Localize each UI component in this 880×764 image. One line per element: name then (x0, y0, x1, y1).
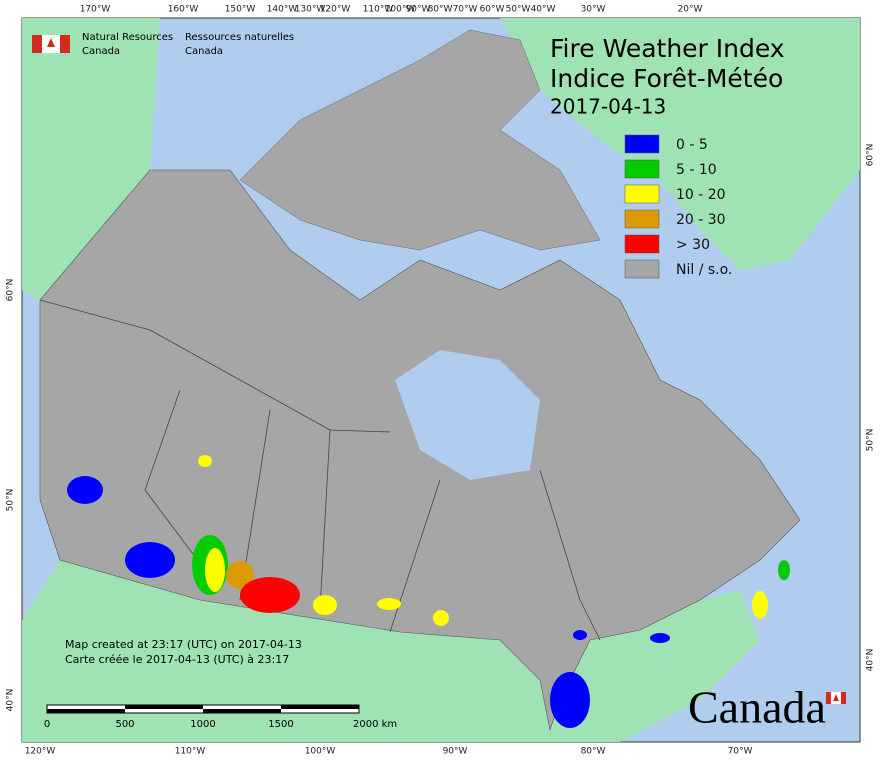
scale-label: 1500 (268, 719, 293, 730)
fwi-area (240, 577, 300, 613)
longitude-label: 110°W (175, 747, 206, 757)
longitude-label: 150°W (225, 5, 256, 15)
agency-fr: Canada (185, 46, 223, 57)
latitude-label: 50°N (866, 429, 876, 452)
greenland (500, 18, 860, 270)
longitude-label: 90°W (443, 747, 468, 757)
fwi-area (226, 561, 254, 589)
legend-swatch (624, 234, 660, 254)
fwi-area (198, 455, 212, 467)
longitude-label: 70°W (453, 5, 478, 15)
legend-swatch (624, 184, 660, 204)
fwi-area (313, 595, 337, 615)
title-fr: Indice Forêt-Météo (550, 64, 783, 93)
longitude-label: 70°W (728, 747, 753, 757)
latitude-label: 60°N (866, 144, 876, 167)
legend-swatch (624, 159, 660, 179)
legend-label: > 30 (676, 237, 710, 253)
title-en: Fire Weather Index (550, 34, 785, 63)
longitude-label: 120°W (320, 5, 351, 15)
hudson-bay (395, 350, 540, 480)
latitude-label: 40°N (6, 689, 16, 712)
scale-label: 2000 km (353, 719, 397, 730)
agency-fr: Ressources naturelles (185, 32, 294, 43)
canada-wordmark: Canada (688, 682, 826, 733)
legend-label: 20 - 30 (676, 212, 726, 228)
longitude-label: 20°W (678, 5, 703, 15)
map-date: 2017-04-13 (550, 95, 666, 119)
longitude-label: 100°W (305, 747, 336, 757)
longitude-label: 40°W (531, 5, 556, 15)
legend-label: Nil / s.o. (676, 262, 732, 278)
longitude-label: 110°W (363, 5, 394, 15)
nrcan-flag (32, 35, 70, 53)
scale-bar (46, 704, 360, 714)
longitude-label: 170°W (80, 5, 111, 15)
arctic-islands (239, 29, 601, 251)
longitude-label: 100°W (385, 5, 416, 15)
longitude-label: 130°W (295, 5, 326, 15)
longitude-label: 140°W (267, 5, 298, 15)
legend-swatch (624, 259, 660, 279)
legend-swatch (624, 209, 660, 229)
fwi-area (205, 548, 225, 592)
longitude-label: 50°W (506, 5, 531, 15)
created-note: Map created at 23:17 (UTC) on 2017-04-13 (65, 638, 302, 651)
legend-label: 0 - 5 (676, 137, 708, 153)
latitude-label: 50°N (6, 489, 16, 512)
scale-label: 500 (115, 719, 134, 730)
longitude-label: 160°W (168, 5, 199, 15)
legend-label: 10 - 20 (676, 187, 726, 203)
agency-en: Natural Resources (82, 32, 173, 43)
longitude-label: 60°W (480, 5, 505, 15)
longitude-label: 120°W (25, 747, 56, 757)
fwi-area (125, 542, 175, 578)
fwi-area (778, 560, 790, 580)
alaska (22, 18, 160, 300)
fwi-area (377, 598, 401, 610)
borders (39, 299, 601, 641)
latitude-label: 40°N (866, 649, 876, 672)
legend-label: 5 - 10 (676, 162, 717, 178)
fwi-area (752, 591, 768, 619)
fwi-areas (67, 455, 790, 728)
fwi-area (433, 610, 449, 626)
longitude-label: 80°W (581, 747, 606, 757)
fwi-area (550, 672, 590, 728)
legend-swatch (624, 134, 660, 154)
canada-flag (826, 691, 846, 705)
fwi-area (67, 476, 103, 504)
scale-label: 1000 (190, 719, 215, 730)
longitude-label: 80°W (428, 5, 453, 15)
fwi-area (650, 633, 670, 643)
created-note: Carte créée le 2017-04-13 (UTC) à 23:17 (65, 653, 289, 666)
fwi-area (573, 630, 587, 640)
longitude-label: 30°W (581, 5, 606, 15)
agency-en: Canada (82, 46, 120, 57)
scale-label: 0 (44, 719, 50, 730)
longitude-label: 90°W (406, 5, 431, 15)
latitude-label: 60°N (6, 279, 16, 302)
